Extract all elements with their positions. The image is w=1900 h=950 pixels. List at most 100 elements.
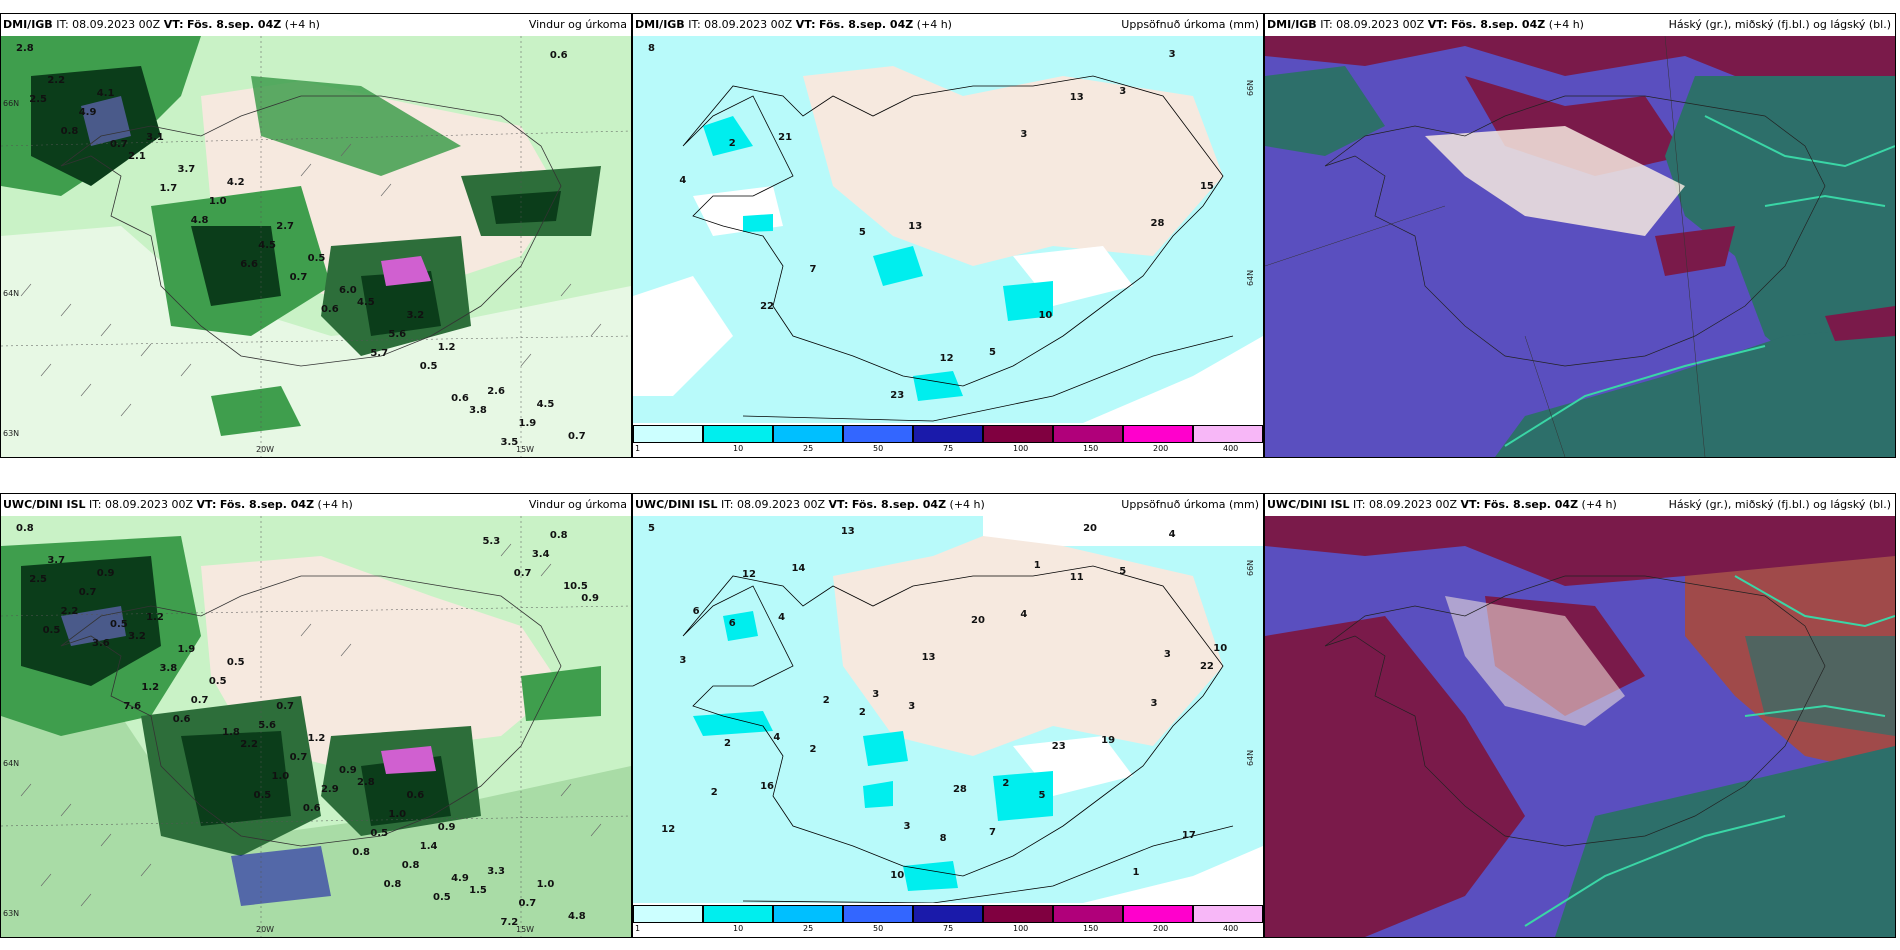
value-label: 13 xyxy=(841,526,855,537)
map-svg xyxy=(1265,516,1895,937)
value-label: 21 xyxy=(778,132,792,143)
panel-header: DMI/IGB IT: 08.09.2023 00Z VT: Fös. 8.se… xyxy=(1,14,631,36)
colorbar-swatch xyxy=(703,905,773,923)
panel-header: UWC/DINI ISL IT: 08.09.2023 00Z VT: Fös.… xyxy=(1,494,631,516)
precip-colorbar: 1 10 25 50 75 100 150 200 400 xyxy=(633,425,1263,457)
colorbar-swatch xyxy=(633,905,703,923)
vt-value: Fös. 8.sep. 04Z xyxy=(187,18,282,31)
value-label: 0.5 xyxy=(420,361,438,372)
colorbar-label: 50 xyxy=(873,924,884,933)
value-label: 3.7 xyxy=(47,555,65,566)
colorbar-swatch xyxy=(1193,905,1263,923)
value-label: 4 xyxy=(773,732,780,743)
value-label: 1.9 xyxy=(178,644,196,655)
colorbar-swatch xyxy=(633,425,703,443)
value-label: 1.2 xyxy=(141,682,159,693)
value-label: 4.1 xyxy=(97,88,115,99)
value-label: 22 xyxy=(760,301,774,312)
value-label: 0.8 xyxy=(16,523,34,534)
value-label: 1 xyxy=(1133,867,1140,878)
colorbar-swatch xyxy=(843,425,913,443)
value-label: 7 xyxy=(810,264,817,275)
colorbar-swatch xyxy=(913,905,983,923)
value-label: 0.5 xyxy=(209,676,227,687)
value-label: 12 xyxy=(661,824,675,835)
value-label: 17 xyxy=(1182,830,1196,841)
map-clouds xyxy=(1265,516,1895,937)
value-label: 0.9 xyxy=(97,568,115,579)
map-accum-precip: 5 4 3 5 4 6 2 7 5 3 2 8 11 22 16 10 4 3 2 13 20 19 12 14 13 23 17 1… xyxy=(633,516,1263,903)
value-label: 10 xyxy=(890,870,904,881)
it-value: 08.09.2023 00Z xyxy=(737,498,826,511)
colorbar-label: 75 xyxy=(943,924,954,933)
value-label: 3.2 xyxy=(406,310,424,321)
value-label: 5 xyxy=(1038,790,1045,801)
value-label: 12 xyxy=(940,353,954,364)
value-label: 0.7 xyxy=(290,272,308,283)
model-name: UWC/DINI ISL xyxy=(635,498,718,511)
panel-header: UWC/DINI ISL IT: 08.09.2023 00Z VT: Fös.… xyxy=(1265,494,1895,516)
value-label: 0.5 xyxy=(308,253,326,264)
panel-header: UWC/DINI ISL IT: 08.09.2023 00Z VT: Fös.… xyxy=(633,494,1263,516)
value-label: 0.8 xyxy=(550,530,568,541)
panel-wind-precip-dmi: DMI/IGB IT: 08.09.2023 00Z VT: Fös. 8.se… xyxy=(0,13,632,458)
value-label: 4.9 xyxy=(79,107,97,118)
value-label: 4.5 xyxy=(258,240,276,251)
lead-time: (+4 h) xyxy=(1581,498,1617,511)
it-value: 08.09.2023 00Z xyxy=(105,498,194,511)
product-title: Háský (gr.), miðský (fj.bl.) og lágský (… xyxy=(1668,18,1891,31)
value-label: 3.8 xyxy=(159,663,177,674)
map-svg: 5435462753281122161043213201912141323171… xyxy=(633,516,1263,903)
value-label: 3 xyxy=(1169,49,1176,60)
value-label: 23 xyxy=(890,390,904,401)
value-label: 11 xyxy=(1070,572,1084,583)
value-label: 20 xyxy=(971,615,985,626)
lead-time: (+4 h) xyxy=(284,18,320,31)
lat-label-66n: 66N xyxy=(3,99,19,108)
value-label: 2.5 xyxy=(29,574,47,585)
value-label: 2.2 xyxy=(47,75,65,86)
lat-label-64n: 64N xyxy=(1246,270,1255,286)
value-label: 3 xyxy=(908,701,915,712)
colorbar-swatch xyxy=(703,425,773,443)
value-label: 0.9 xyxy=(581,593,599,604)
value-label: 0.6 xyxy=(173,714,191,725)
value-label: 0.5 xyxy=(43,625,61,636)
lead-time: (+4 h) xyxy=(916,18,952,31)
value-label: 3 xyxy=(904,821,911,832)
model-name: UWC/DINI ISL xyxy=(3,498,86,511)
value-label: 2.6 xyxy=(487,386,505,397)
value-label: 23 xyxy=(1052,741,1066,752)
value-label: 6.6 xyxy=(240,259,258,270)
value-label: 2 xyxy=(823,695,830,706)
value-label: 0.7 xyxy=(191,695,209,706)
panel-accum-precip-uwc: UWC/DINI ISL IT: 08.09.2023 00Z VT: Fös.… xyxy=(632,493,1264,938)
colorbar-swatch xyxy=(1123,905,1193,923)
vt-label: VT: xyxy=(828,498,849,511)
value-label: 1.4 xyxy=(420,841,438,852)
value-label: 2.1 xyxy=(128,151,146,162)
value-label: 2.9 xyxy=(321,784,339,795)
colorbar-label: 150 xyxy=(1083,444,1099,453)
accum-labels: 8 21 13 10 3 2 5 5 3 4 7 12 13 15 22 23 3 28 xyxy=(648,43,1214,401)
product-title: Vindur og úrkoma xyxy=(528,498,627,511)
value-label: 0.5 xyxy=(227,657,245,668)
value-label: 3.4 xyxy=(532,549,550,560)
colorbar-label: 25 xyxy=(803,444,814,453)
value-label: 19 xyxy=(1101,735,1115,746)
colorbar-swatch xyxy=(1123,425,1193,443)
product-title: Uppsöfnuð úrkoma (mm) xyxy=(1121,498,1259,511)
panel-header: DMI/IGB IT: 08.09.2023 00Z VT: Fös. 8.se… xyxy=(1265,14,1895,36)
vt-label: VT: xyxy=(1427,18,1448,31)
lead-time: (+4 h) xyxy=(1548,18,1584,31)
colorbar-swatch xyxy=(983,905,1053,923)
colorbar-label: 150 xyxy=(1083,924,1099,933)
precip-labels: 0.81.20.70.61.00.90.52.83.33.71.91.20.94… xyxy=(16,523,599,928)
value-label: 3.1 xyxy=(146,132,164,143)
value-label: 0.6 xyxy=(451,393,469,404)
colorbar-label: 400 xyxy=(1223,444,1239,453)
it-label: IT: xyxy=(89,498,102,511)
vt-value: Fös. 8.sep. 04Z xyxy=(1451,18,1546,31)
value-label: 5 xyxy=(859,227,866,238)
value-label: 0.7 xyxy=(568,431,586,442)
